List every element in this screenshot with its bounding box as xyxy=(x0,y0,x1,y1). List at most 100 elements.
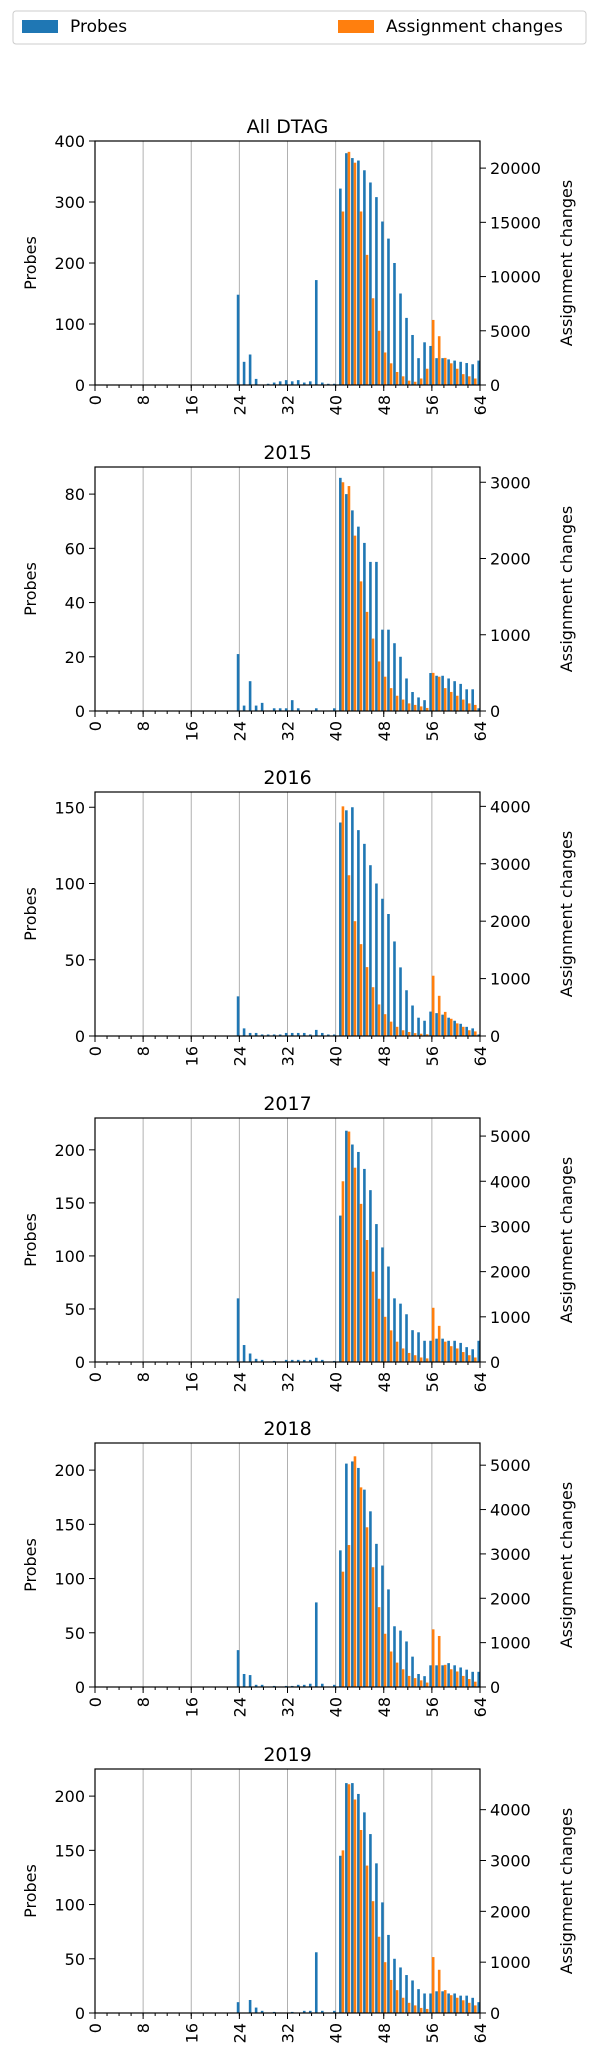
bar-probes xyxy=(290,1359,294,1362)
x-tick-label: 40 xyxy=(327,721,346,741)
bar-assignment-changes xyxy=(455,368,459,385)
bar-probes xyxy=(423,700,426,711)
bar-probes xyxy=(387,1266,390,1362)
bar-assignment-changes xyxy=(449,1669,453,1687)
bar-assignment-changes xyxy=(413,2005,417,2014)
bar-assignment-changes xyxy=(413,1678,417,1687)
bar-assignment-changes xyxy=(467,2002,471,2013)
x-tick-label: 0 xyxy=(86,1697,105,1707)
y-axis-label: Probes xyxy=(21,562,40,616)
bar-probes xyxy=(339,1550,342,1687)
bar-assignment-changes xyxy=(389,363,393,385)
bar-assignment-changes xyxy=(431,975,435,1036)
bar-probes xyxy=(381,1902,384,2013)
bar-assignment-changes xyxy=(347,486,351,711)
bar-probes xyxy=(417,1017,420,1036)
bar-probes xyxy=(381,1565,384,1687)
bar-assignment-changes xyxy=(353,1167,357,1362)
bar-probes xyxy=(339,1855,342,2013)
y2-tick-label: 4000 xyxy=(490,1172,531,1191)
bar-probes xyxy=(393,643,396,711)
bar-assignment-changes xyxy=(467,1355,471,1362)
bar-probes xyxy=(471,689,474,711)
bar-assignment-changes xyxy=(371,1901,375,2013)
bar-assignment-changes xyxy=(383,1633,387,1687)
x-tick-label: 8 xyxy=(134,1372,153,1382)
bar-probes xyxy=(345,494,348,711)
bar-probes xyxy=(477,1034,480,1036)
y-tick-label: 100 xyxy=(54,875,85,894)
bar-probes xyxy=(441,675,444,711)
bar-probes xyxy=(429,1340,432,1362)
y2-tick-label: 3000 xyxy=(490,1852,531,1871)
x-tick-label: 8 xyxy=(134,1046,153,1056)
bar-probes xyxy=(242,1673,246,1687)
bar-probes xyxy=(266,1034,270,1036)
y-tick-label: 400 xyxy=(54,132,85,151)
bar-probes xyxy=(441,1665,444,1687)
bar-assignment-changes xyxy=(401,699,405,711)
bar-probes xyxy=(477,360,480,385)
bar-assignment-changes xyxy=(425,1682,429,1687)
bar-probes xyxy=(429,673,432,711)
y2-tick-label: 2000 xyxy=(490,1902,531,1921)
bar-probes xyxy=(459,361,462,385)
y-tick-label: 50 xyxy=(65,951,85,970)
bar-probes xyxy=(405,1641,408,1687)
y2-axis-label: Assignment changes xyxy=(557,831,576,998)
bar-assignment-changes xyxy=(365,967,369,1036)
bar-assignment-changes xyxy=(347,1784,351,2013)
bar-assignment-changes xyxy=(455,695,459,711)
bar-probes xyxy=(296,380,300,385)
bar-probes xyxy=(381,221,384,385)
bar-probes xyxy=(236,294,240,385)
chart-panel-0: 0 8 16 24 32 40 48 56 64010020030040005000100001… xyxy=(21,116,576,415)
x-tick-label: 56 xyxy=(423,2023,442,2043)
bar-assignment-changes xyxy=(461,1352,465,1362)
bar-assignment-changes xyxy=(473,1681,477,1687)
bar-probes xyxy=(284,708,288,711)
bar-assignment-changes xyxy=(371,638,375,711)
bar-probes xyxy=(278,708,282,711)
x-tick-label: 8 xyxy=(134,2023,153,2033)
bar-assignment-changes xyxy=(455,1997,459,2013)
y-tick-label: 100 xyxy=(54,1896,85,1915)
bar-assignment-changes xyxy=(383,1316,387,1362)
y2-axis-label: Assignment changes xyxy=(557,506,576,673)
bar-probes xyxy=(339,1215,342,1362)
bar-probes xyxy=(435,1338,438,1362)
bar-assignment-changes xyxy=(359,1487,363,1687)
bar-probes xyxy=(314,1029,318,1036)
bar-probes xyxy=(435,1665,438,1687)
bar-assignment-changes xyxy=(449,691,453,711)
x-tick-label: 16 xyxy=(182,1697,201,1717)
legend-swatch-probes xyxy=(22,20,58,33)
bar-probes xyxy=(320,2010,324,2013)
y2-tick-label: 2000 xyxy=(490,550,531,569)
bar-probes xyxy=(357,830,360,1037)
bar-probes xyxy=(357,1793,360,2013)
x-tick-label: 40 xyxy=(327,2023,346,2043)
bar-probes xyxy=(447,1017,450,1036)
y-tick-label: 150 xyxy=(54,1515,85,1534)
bar-probes xyxy=(447,678,450,711)
bar-probes xyxy=(411,334,414,385)
bar-probes xyxy=(453,1340,456,1362)
x-tick-label: 16 xyxy=(182,1372,201,1392)
bar-probes xyxy=(381,898,384,1036)
bar-assignment-changes xyxy=(407,1031,411,1036)
bar-assignment-changes xyxy=(377,1298,381,1362)
bar-probes xyxy=(375,561,378,711)
y2-tick-label: 1000 xyxy=(490,1308,531,1327)
bar-probes xyxy=(339,188,342,385)
bar-assignment-changes xyxy=(341,211,345,385)
y-axis-label: Probes xyxy=(21,1864,40,1918)
bar-probes xyxy=(387,1934,390,2013)
bar-probes xyxy=(254,1032,258,1036)
bar-assignment-changes xyxy=(437,336,441,385)
bar-probes xyxy=(465,1347,468,1362)
x-tick-label: 48 xyxy=(375,721,394,741)
bar-probes xyxy=(459,683,462,711)
y-tick-label: 200 xyxy=(54,1141,85,1160)
x-tick-label: 0 xyxy=(86,1372,105,1382)
